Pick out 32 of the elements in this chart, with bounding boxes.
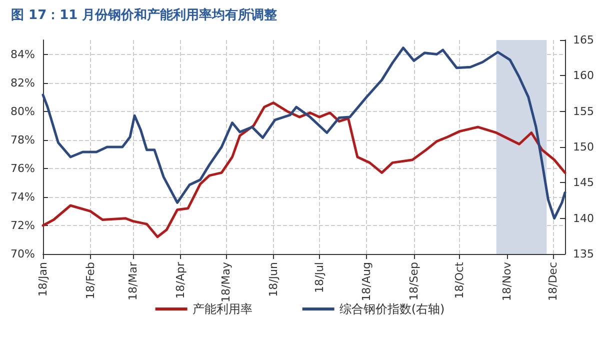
- line-series: [42, 46, 566, 220]
- x-tick-label: 18/Jan: [36, 262, 50, 297]
- y2-tick-label: 145: [573, 176, 594, 190]
- y-tick-label: 82%: [10, 76, 35, 90]
- x-tick-label: 18/Aug: [360, 262, 374, 302]
- legend-label: 综合钢价指数(右轴): [339, 302, 445, 316]
- x-tick-label: 18/May: [220, 262, 233, 302]
- y-tick-label: 84%: [10, 48, 35, 61]
- x-tick-label: 18/Jul: [312, 262, 326, 293]
- y2-tick-label: 155: [573, 104, 594, 118]
- x-tick-label: 18/Jun: [266, 262, 280, 297]
- x-tick-label: 18/Mar: [126, 262, 140, 300]
- x-tick-label: 18/Dec: [546, 262, 560, 301]
- line-series: [42, 102, 566, 238]
- y-tick-label: 74%: [10, 190, 35, 204]
- x-tick-label: 18/Feb: [84, 262, 97, 300]
- y2-tick-label: 140: [573, 212, 594, 225]
- x-tick-label: 18/Oct: [453, 261, 466, 299]
- y-tick-label: 70%: [10, 248, 35, 260]
- y-tick-label: 78%: [10, 133, 35, 146]
- x-tick-label: 18/Sep: [407, 262, 420, 300]
- y2-tick-label: 160: [573, 69, 594, 82]
- y-tick-label: 80%: [10, 104, 35, 118]
- y2-tick-label: 165: [573, 34, 594, 46]
- legend-label: 产能利用率: [192, 302, 252, 316]
- y2-tick-label: 135: [573, 248, 594, 260]
- y-tick-label: 76%: [10, 162, 35, 175]
- x-tick-label: 18/Apr: [174, 262, 187, 299]
- x-tick-label: 18/Nov: [500, 262, 514, 302]
- chart-title: 图 17：11 月份钢价和产能利用率均有所调整: [11, 7, 278, 23]
- y2-tick-label: 150: [573, 140, 594, 154]
- y-tick-label: 72%: [10, 218, 35, 232]
